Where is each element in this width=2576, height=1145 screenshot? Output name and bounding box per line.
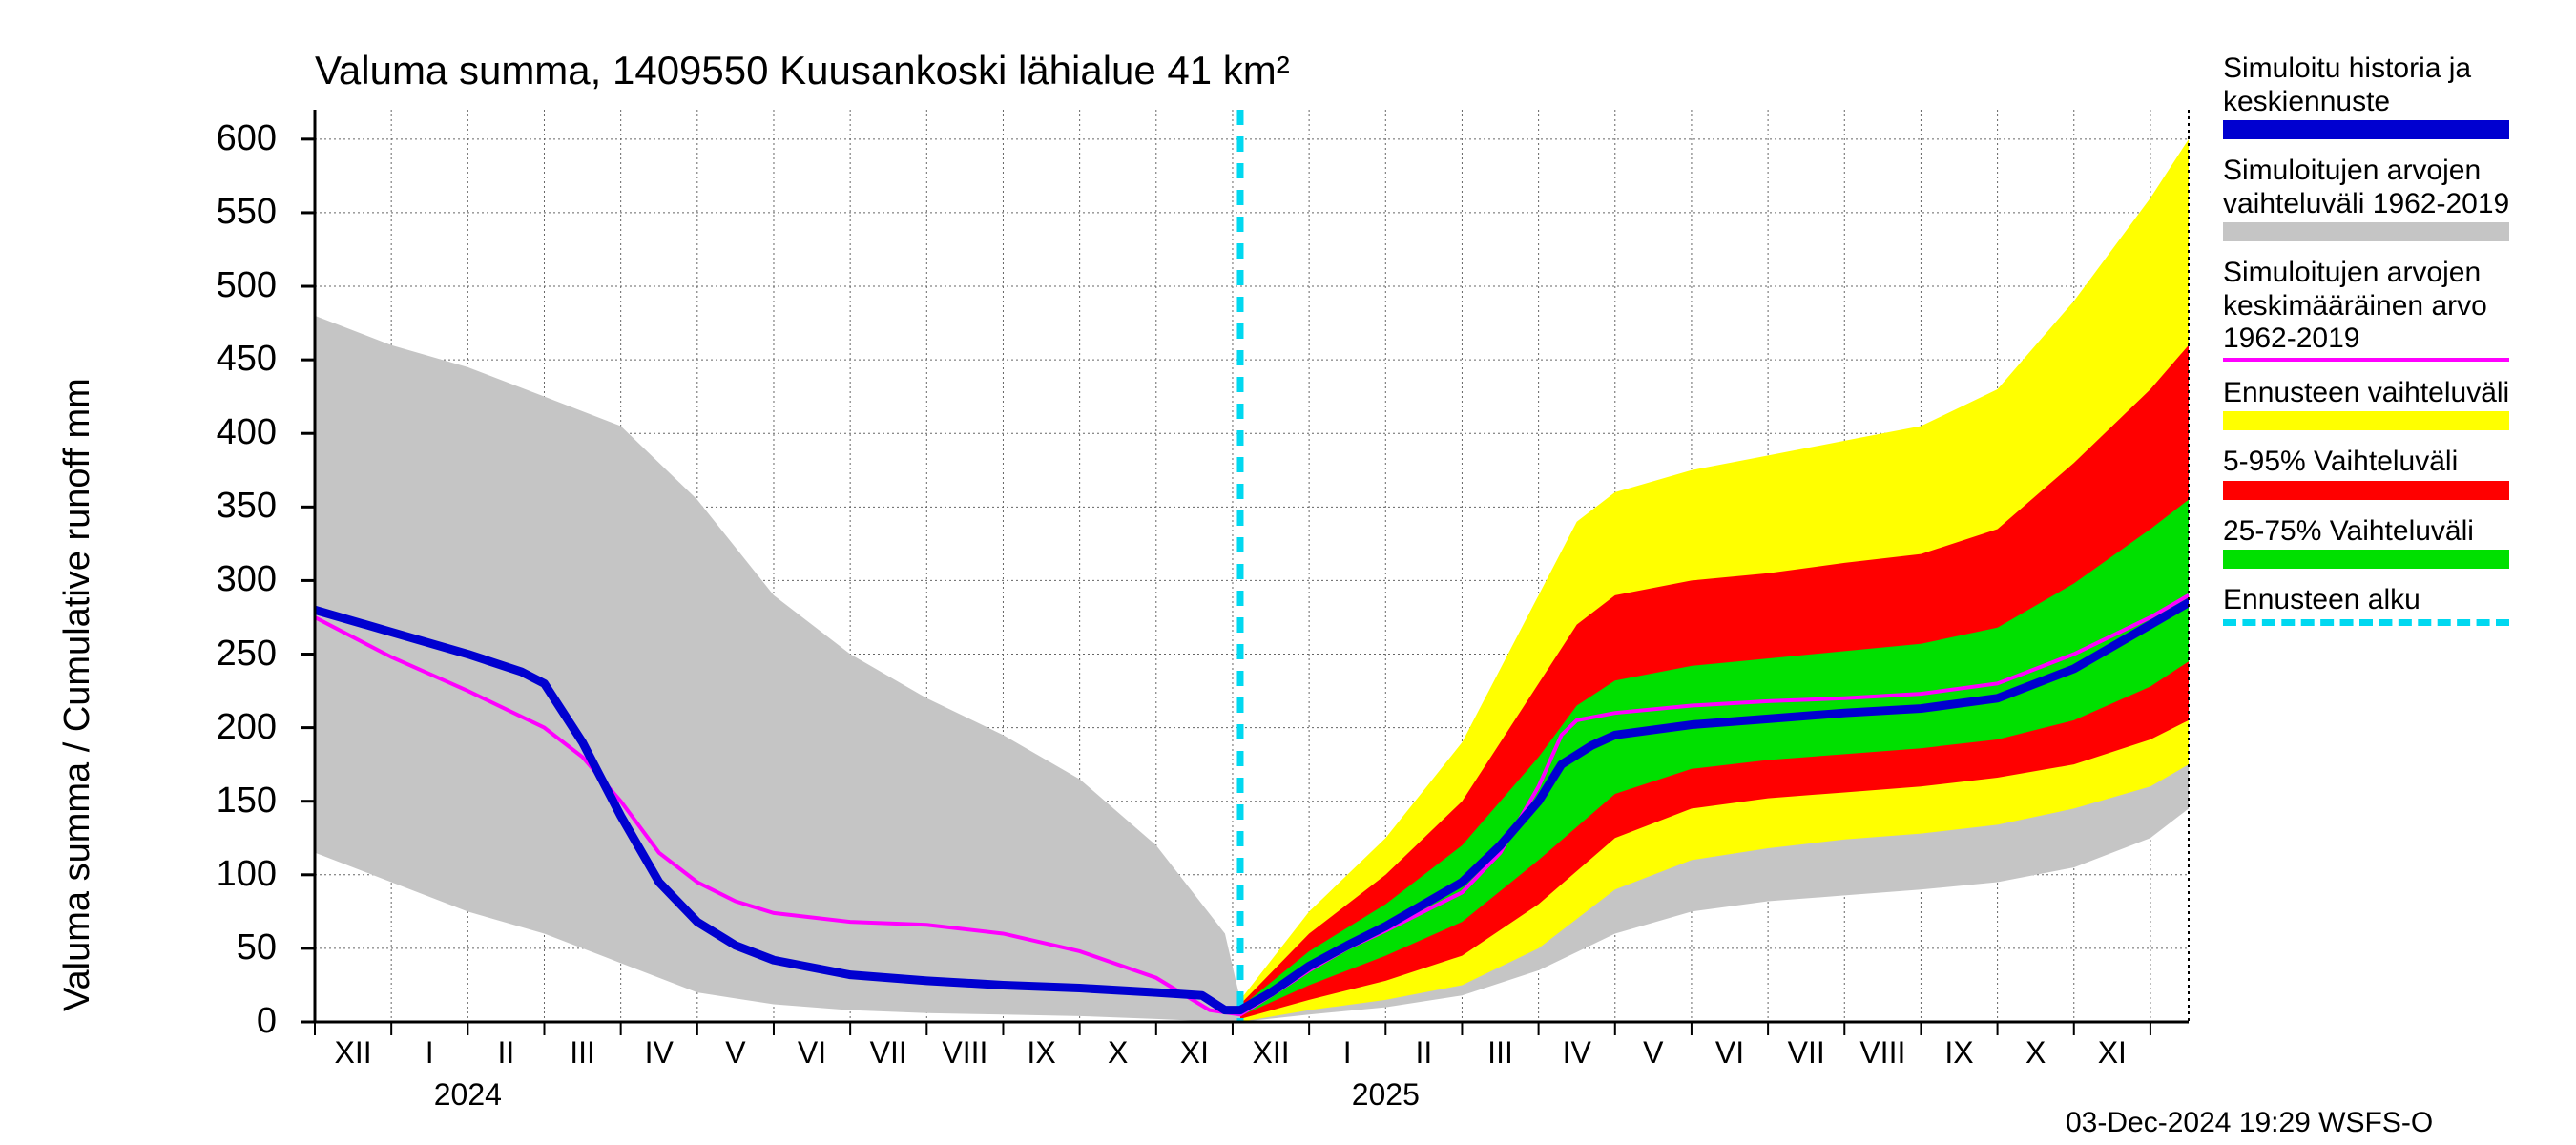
legend: Simuloitu historia jakeskiennusteSimuloi… <box>2223 52 2547 647</box>
legend-item: Ennusteen vaihteluväli <box>2223 377 2547 431</box>
legend-swatch <box>2223 120 2509 139</box>
legend-label: 5-95% Vaihteluväli <box>2223 446 2547 479</box>
legend-swatch <box>2223 619 2509 632</box>
plot-area <box>0 0 2576 1145</box>
legend-item: 25-75% Vaihteluväli <box>2223 515 2547 570</box>
legend-swatch <box>2223 550 2509 569</box>
legend-label: keskiennuste <box>2223 86 2547 119</box>
legend-swatch <box>2223 481 2509 500</box>
legend-swatch <box>2223 358 2509 362</box>
legend-item: 5-95% Vaihteluväli <box>2223 446 2547 500</box>
legend-label: keskimääräinen arvo <box>2223 290 2547 323</box>
chart-container: Valuma summa, 1409550 Kuusankoski lähial… <box>0 0 2576 1145</box>
timestamp-label: 03-Dec-2024 19:29 WSFS-O <box>2066 1107 2433 1139</box>
legend-item: Simuloitujen arvojenkeskimääräinen arvo … <box>2223 257 2547 362</box>
legend-label: vaihteluväli 1962-2019 <box>2223 188 2547 221</box>
legend-item: Simuloitu historia jakeskiennuste <box>2223 52 2547 139</box>
legend-label: Simuloitu historia ja <box>2223 52 2547 86</box>
legend-label: 1962-2019 <box>2223 323 2547 356</box>
legend-label: Simuloitujen arvojen <box>2223 155 2547 188</box>
legend-label: Ennusteen alku <box>2223 584 2547 617</box>
history-range-band <box>315 316 1240 1022</box>
legend-label: Ennusteen vaihteluväli <box>2223 377 2547 410</box>
legend-item: Simuloitujen arvojenvaihteluväli 1962-20… <box>2223 155 2547 241</box>
legend-swatch <box>2223 411 2509 430</box>
legend-item: Ennusteen alku <box>2223 584 2547 632</box>
legend-label: 25-75% Vaihteluväli <box>2223 515 2547 549</box>
legend-swatch <box>2223 222 2509 241</box>
legend-label: Simuloitujen arvojen <box>2223 257 2547 290</box>
